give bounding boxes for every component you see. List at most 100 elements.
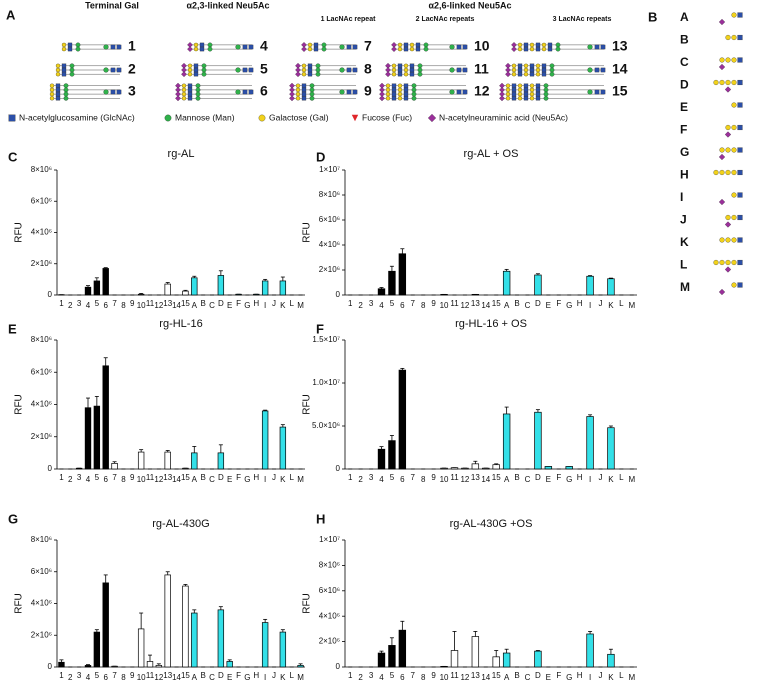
x-tick-label: A	[192, 301, 198, 310]
glcnac-symbol	[737, 169, 743, 176]
glcnac-symbol	[547, 46, 553, 52]
x-tick-label: L	[289, 671, 294, 680]
glcnac-symbol	[242, 67, 248, 73]
glcnac-symbol	[535, 87, 541, 93]
x-tick-label: 1	[348, 671, 353, 680]
glycan-number: 3	[128, 83, 136, 99]
structure-label: F	[680, 123, 687, 137]
bar	[471, 636, 480, 668]
galactose-symbol	[535, 67, 541, 73]
neu5ac-symbol	[301, 46, 307, 52]
bar	[102, 268, 109, 296]
x-tick-label: E	[227, 475, 232, 484]
bar	[440, 666, 448, 668]
galactose-symbol	[719, 237, 725, 243]
glcnac-symbol	[187, 87, 193, 93]
glycan-number: 11	[474, 61, 489, 77]
mannose-symbol	[201, 63, 207, 69]
mannose-symbol	[555, 46, 561, 52]
galactose-symbol	[725, 124, 731, 131]
mannose-symbol	[449, 89, 455, 95]
mannose-symbol	[75, 42, 81, 48]
galactose-symbol	[511, 67, 517, 73]
glcnac-symbol	[397, 72, 403, 77]
x-tick-label: 12	[460, 301, 469, 310]
glycan-number: 8	[364, 61, 372, 77]
structure-label: J	[680, 213, 687, 227]
bar	[84, 407, 92, 470]
mannose-symbol	[417, 71, 423, 77]
x-tick-label: 10	[440, 301, 449, 310]
galactose-symbol	[725, 214, 731, 221]
x-tick-label: 6	[400, 301, 405, 310]
structure-label: I	[680, 190, 683, 204]
mannose-symbol	[63, 87, 69, 93]
x-tick-label: 14	[172, 673, 181, 682]
glcnac-symbol	[116, 67, 122, 73]
x-tick-label: 8	[121, 301, 126, 310]
galactose-symbol	[517, 96, 523, 101]
bar	[450, 650, 459, 668]
x-tick-label: 5	[95, 473, 100, 482]
glcnac-symbol	[61, 72, 67, 77]
mannose-symbol	[63, 91, 69, 97]
x-tick-label: I	[264, 673, 266, 682]
glcnac-symbol	[110, 67, 116, 73]
glcnac-symbol	[301, 87, 307, 93]
mannose-symbol	[309, 91, 315, 97]
glcnac-symbol	[737, 34, 743, 41]
x-tick-label: 4	[379, 301, 384, 310]
bar	[492, 464, 500, 470]
galactose-symbol	[523, 72, 529, 77]
bar	[440, 294, 448, 296]
y-tick-label: 8×10⁶	[31, 335, 52, 344]
y-tick-label: 2×10⁶	[31, 630, 52, 639]
neu5ac-symbol	[187, 46, 193, 52]
glcnac-symbol	[535, 42, 541, 48]
y-tick-label: 4×10⁶	[31, 228, 52, 237]
y-tick-label: 6×10⁶	[31, 567, 52, 576]
glcnac-symbol	[352, 89, 358, 95]
glcnac-symbol	[600, 44, 606, 50]
x-tick-label: 11	[146, 671, 155, 680]
x-tick-label: C	[209, 673, 215, 682]
x-tick-label: 9	[431, 671, 436, 680]
mannose-symbol	[103, 44, 109, 50]
group-subheader: 2 LacNAc repeats	[416, 16, 475, 23]
y-axis-label: RFU	[14, 394, 25, 415]
glycan-number: 2	[128, 61, 136, 77]
galactose-symbol	[385, 91, 391, 97]
glcnac-symbol	[462, 44, 468, 50]
galactose-symbol	[731, 34, 737, 41]
x-tick-label: D	[535, 671, 541, 680]
x-tick-label: 13	[163, 671, 172, 680]
glcnac-symbol	[403, 87, 409, 93]
x-tick-label: F	[556, 299, 561, 308]
y-tick-label: 2×10⁶	[31, 432, 52, 441]
galactose-symbol	[731, 169, 737, 176]
galactose-symbol	[307, 42, 313, 48]
y-tick-label: 1.5×10⁷	[312, 335, 340, 344]
galactose-symbol	[61, 42, 67, 48]
galactose-symbol	[409, 46, 415, 52]
glycan-number: 13	[612, 38, 628, 54]
glcnac-symbol	[301, 91, 307, 97]
glycan-number: 6	[260, 83, 268, 99]
glcnac-symbol	[301, 83, 307, 88]
x-tick-label: 6	[103, 475, 108, 484]
glcnac-symbol	[55, 83, 61, 88]
x-tick-label: K	[280, 301, 286, 310]
y-tick-label: 8×10⁶	[319, 561, 340, 570]
x-tick-label: 4	[86, 673, 91, 682]
glcnac-symbol	[248, 44, 254, 50]
glcnac-symbol	[737, 12, 743, 18]
galactose-symbol	[719, 57, 725, 63]
x-tick-label: 4	[86, 475, 91, 484]
x-tick-label: J	[599, 473, 603, 482]
galactose-symbol	[391, 67, 397, 73]
bar	[607, 653, 615, 668]
bar	[102, 365, 109, 470]
galactose-symbol	[529, 87, 535, 93]
bar	[217, 452, 225, 470]
neu5ac-symbol	[175, 95, 181, 102]
